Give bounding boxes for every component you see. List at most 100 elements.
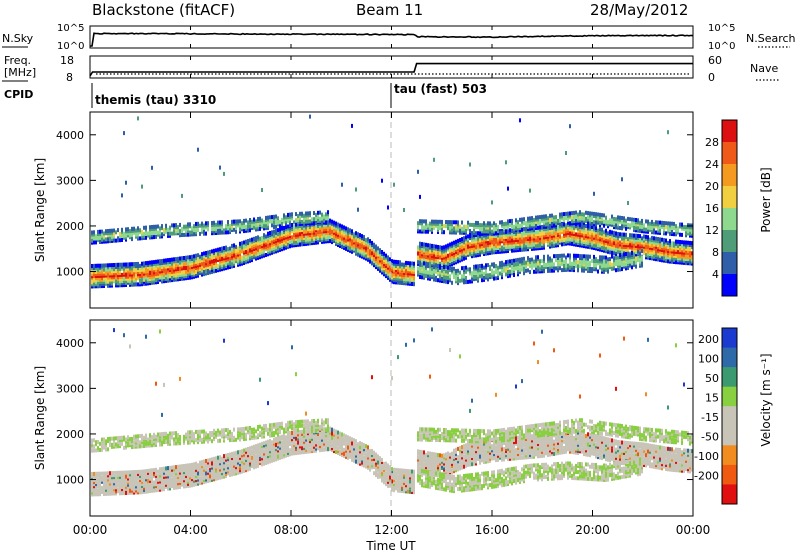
power-pixel <box>551 242 553 247</box>
power-pixel <box>625 220 627 225</box>
power-pixel <box>567 231 569 236</box>
power-pixel <box>339 244 341 248</box>
power-ytick-label: 3000 <box>56 174 84 187</box>
power-pixel <box>469 250 471 255</box>
power-pixel <box>411 273 413 278</box>
power-pixel <box>517 272 519 277</box>
power-pixel <box>363 243 365 248</box>
power-pixel <box>109 273 111 278</box>
power-pixel <box>145 279 147 284</box>
power-pixel <box>131 228 133 233</box>
power-pixel <box>553 215 555 220</box>
power-pixel <box>321 229 323 234</box>
power-pixel <box>383 258 385 262</box>
power-pixel <box>109 235 111 239</box>
power-pixel <box>231 262 233 267</box>
power-scatter <box>141 184 143 189</box>
velocity-pixel <box>125 482 127 487</box>
power-pixel <box>459 254 461 259</box>
power-pixel <box>455 258 457 263</box>
power-pixel <box>669 249 671 254</box>
power-pixel <box>669 231 671 236</box>
power-pixel <box>243 261 245 265</box>
power-pixel <box>341 242 343 247</box>
power-pixel <box>335 231 337 236</box>
power-pixel <box>475 223 477 227</box>
power-pixel <box>207 223 209 228</box>
power-pixel <box>295 230 297 235</box>
power-pixel <box>169 231 171 236</box>
power-pixel <box>569 225 571 230</box>
power-pixel <box>95 278 97 283</box>
power-scatter <box>309 114 311 119</box>
power-pixel <box>141 265 143 270</box>
power-pixel <box>135 234 137 239</box>
power-pixel <box>573 240 575 245</box>
power-pixel <box>273 237 275 242</box>
power-pixel <box>465 269 467 274</box>
velocity-pixel <box>105 491 107 496</box>
power-pixel <box>551 234 553 238</box>
power-pixel <box>329 228 331 233</box>
power-pixel <box>605 228 607 233</box>
power-pixel <box>593 225 595 230</box>
power-pixel <box>397 268 399 273</box>
power-pixel <box>431 229 433 234</box>
power-pixel <box>193 258 195 263</box>
power-pixel <box>487 243 489 248</box>
power-pixel <box>173 257 175 262</box>
velocity-pixel <box>117 442 119 447</box>
power-pixel <box>511 238 513 243</box>
power-pixel <box>513 226 515 231</box>
power-pixel <box>629 241 631 246</box>
power-pixel <box>649 252 651 256</box>
power-pixel <box>625 234 627 239</box>
power-pixel <box>221 259 223 263</box>
power-pixel <box>487 277 489 282</box>
power-pixel <box>509 223 511 228</box>
power-colorbar-tick: 28 <box>705 136 719 149</box>
power-pixel <box>631 233 633 238</box>
power-pixel <box>381 254 383 259</box>
power-pixel <box>455 273 457 278</box>
power-pixel <box>181 233 183 237</box>
power-pixel <box>505 239 507 243</box>
power-pixel <box>513 236 515 241</box>
velocity-pixel <box>105 475 107 480</box>
power-pixel <box>169 257 171 262</box>
power-pixel <box>565 233 567 238</box>
power-colorbar-frame <box>721 119 738 297</box>
power-pixel <box>147 265 149 269</box>
power-pixel <box>295 226 297 231</box>
power-pixel <box>485 247 487 252</box>
power-pixel <box>541 231 543 236</box>
power-pixel <box>175 263 177 268</box>
power-pixel <box>533 246 535 251</box>
power-pixel <box>163 228 165 232</box>
power-pixel <box>159 259 161 264</box>
power-pixel <box>579 222 581 227</box>
power-pixel <box>461 247 463 252</box>
power-pixel <box>297 240 299 245</box>
power-pixel <box>157 273 159 278</box>
power-pixel <box>389 257 391 262</box>
power-pixel <box>449 228 451 233</box>
power-pixel <box>419 270 421 275</box>
power-pixel <box>351 245 353 250</box>
power-pixel <box>345 242 347 247</box>
power-pixel <box>499 261 501 266</box>
power-pixel <box>211 265 213 270</box>
power-pixel <box>275 230 277 235</box>
power-pixel <box>333 224 335 229</box>
power-pixel <box>173 271 175 276</box>
power-pixel <box>331 219 333 224</box>
power-pixel <box>601 246 603 251</box>
power-pixel <box>527 241 529 246</box>
power-pixel <box>503 233 505 237</box>
power-pixel <box>435 259 437 263</box>
power-pixel <box>171 259 173 264</box>
power-pixel <box>213 248 215 253</box>
power-pixel <box>259 220 261 225</box>
power-pixel <box>507 263 509 268</box>
